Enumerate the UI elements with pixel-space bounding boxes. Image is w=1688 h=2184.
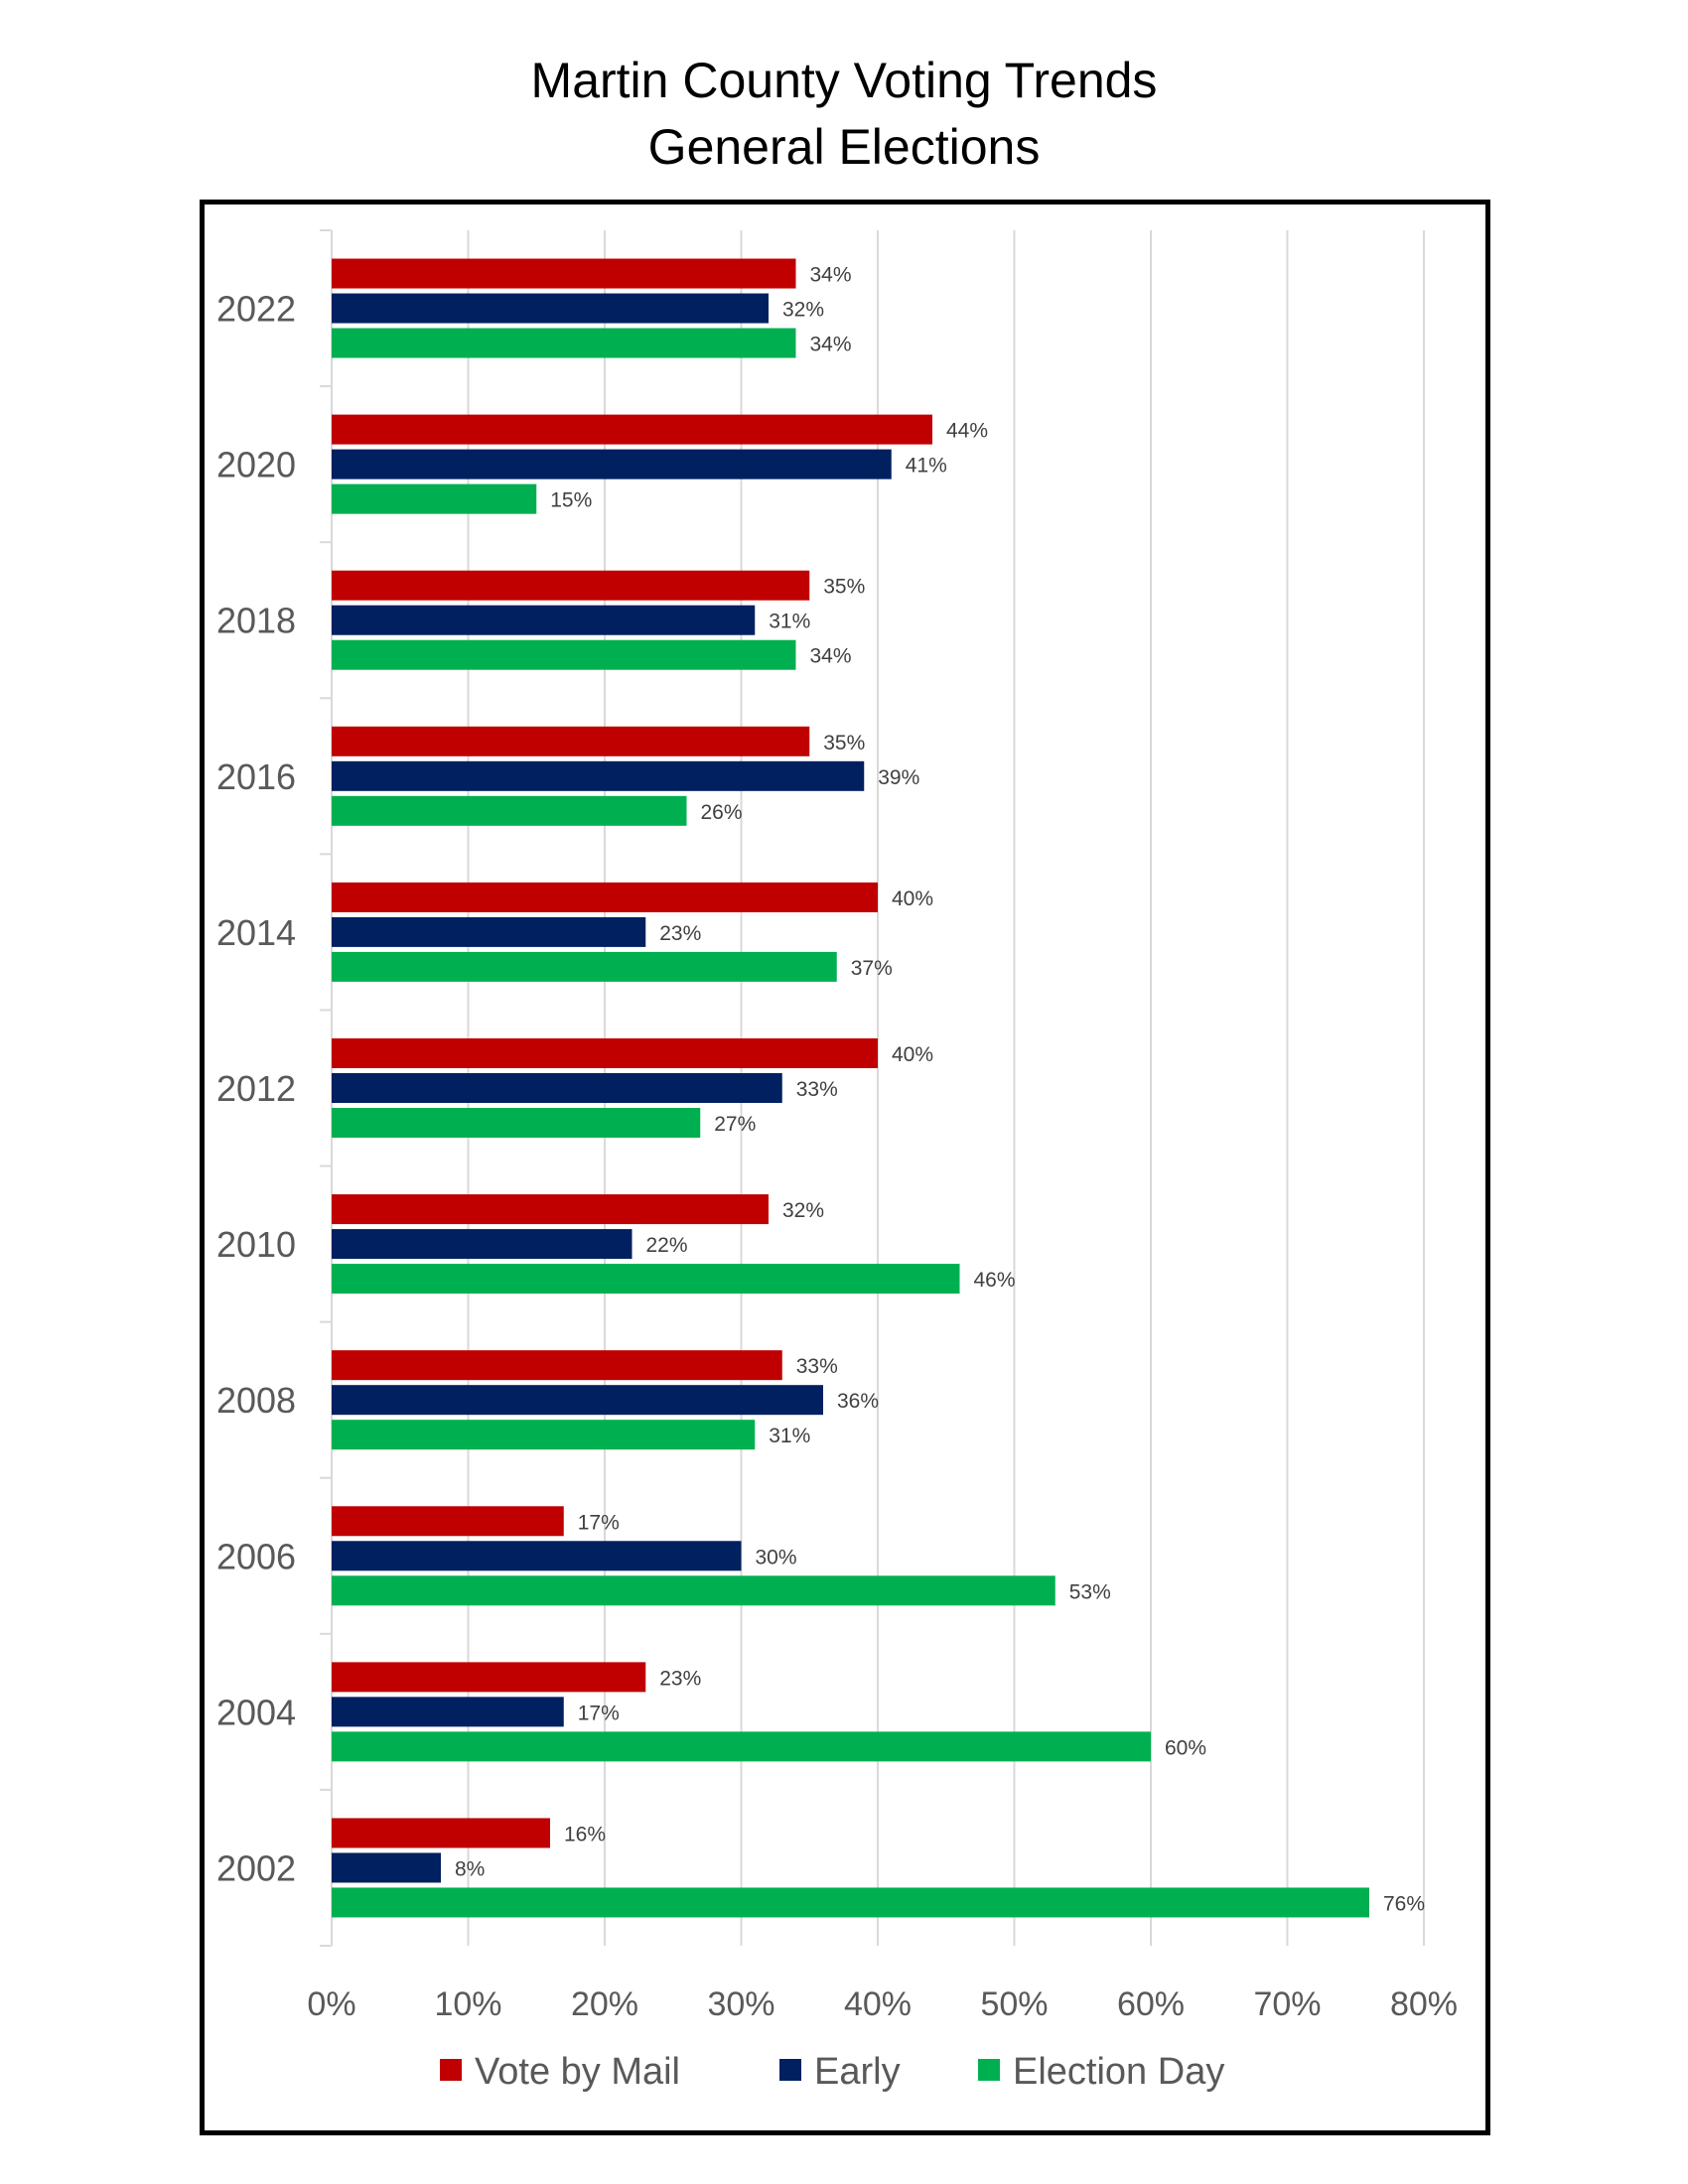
legend-swatch [978,2059,1000,2081]
legend-swatch [779,2059,801,2081]
bar [332,414,932,445]
bar [332,1818,550,1848]
x-tick-label: 60% [1117,1985,1185,2023]
data-label: 35% [823,576,865,599]
chart-title-line-2: General Elections [647,119,1041,175]
x-tick-label: 50% [980,1985,1048,2023]
bar [332,1852,441,1883]
bar [332,1073,782,1103]
chart-frame [200,200,1490,2135]
bar [332,1506,564,1537]
bar [332,882,878,912]
x-tick-label: 80% [1390,1985,1458,2023]
year-label: 2012 [216,1068,296,1109]
legend-label: Vote by Mail [475,2051,680,2093]
bar [332,483,537,514]
data-label: 60% [1165,1736,1206,1759]
year-label: 2020 [216,445,296,485]
x-tick-label: 20% [571,1985,638,2023]
bar [332,570,810,601]
data-label: 15% [550,489,592,512]
bar [332,795,687,826]
data-label: 27% [714,1113,756,1136]
x-tick-label: 30% [707,1985,774,2023]
x-tick-label: 10% [434,1985,501,2023]
bar [332,328,796,358]
bar [332,258,796,289]
legend-label: Early [814,2051,901,2093]
data-label: 33% [796,1355,838,1378]
data-label: 32% [782,299,824,322]
data-label: 53% [1069,1580,1111,1603]
data-label: 44% [946,420,988,443]
data-label: 34% [810,264,852,287]
year-label: 2010 [216,1224,296,1265]
data-label: 76% [1383,1892,1425,1915]
data-label: 23% [659,1667,701,1690]
bar [332,1038,878,1068]
bar [332,605,756,635]
year-label: 2016 [216,756,296,797]
bar [332,726,810,756]
data-label: 17% [578,1511,620,1534]
data-label: 31% [769,1425,810,1447]
year-label: 2004 [216,1692,296,1732]
year-label: 2006 [216,1536,296,1576]
bar [332,760,865,791]
year-label: 2008 [216,1380,296,1421]
x-tick-label: 0% [307,1985,355,2023]
year-label: 2018 [216,601,296,641]
data-label: 22% [646,1234,688,1257]
bar [332,639,796,670]
year-label: 2014 [216,912,296,953]
legend-swatch [440,2059,462,2081]
data-label: 26% [701,801,743,824]
chart-title-line-1: Martin County Voting Trends [530,53,1158,108]
data-label: 40% [892,1043,933,1066]
data-label: 36% [837,1390,879,1413]
data-label: 17% [578,1702,620,1724]
year-label: 2022 [216,289,296,330]
bar [332,449,892,479]
data-label: 40% [892,887,933,910]
data-label: 46% [974,1269,1016,1292]
legend-label: Election Day [1013,2051,1224,2093]
data-label: 23% [659,922,701,945]
data-label: 34% [810,645,852,668]
year-label: 2002 [216,1847,296,1888]
bar [332,951,837,982]
bar [332,1194,769,1225]
bar [332,1420,756,1450]
bar [332,1229,633,1260]
chart-title: Martin County Voting Trends General Elec… [0,48,1688,181]
data-label: 41% [906,455,947,478]
bar [332,1887,1369,1918]
data-label: 32% [782,1199,824,1222]
data-label: 16% [564,1823,606,1845]
bar [332,1264,960,1295]
bar [332,1541,742,1571]
bar [332,916,646,947]
data-label: 35% [823,732,865,754]
bar [332,1108,701,1138]
data-label: 30% [756,1546,797,1569]
bar [332,1697,564,1727]
data-label: 33% [796,1078,838,1101]
data-label: 34% [810,334,852,356]
bar [332,1575,1055,1606]
data-label: 8% [455,1857,485,1880]
bar [332,293,769,324]
bar [332,1662,646,1693]
data-label: 37% [851,957,893,980]
bar [332,1731,1151,1762]
x-tick-label: 40% [844,1985,912,2023]
data-label: 31% [769,611,810,633]
bar [332,1350,782,1381]
bar [332,1385,823,1416]
data-label: 39% [878,766,919,789]
x-tick-label: 70% [1253,1985,1321,2023]
